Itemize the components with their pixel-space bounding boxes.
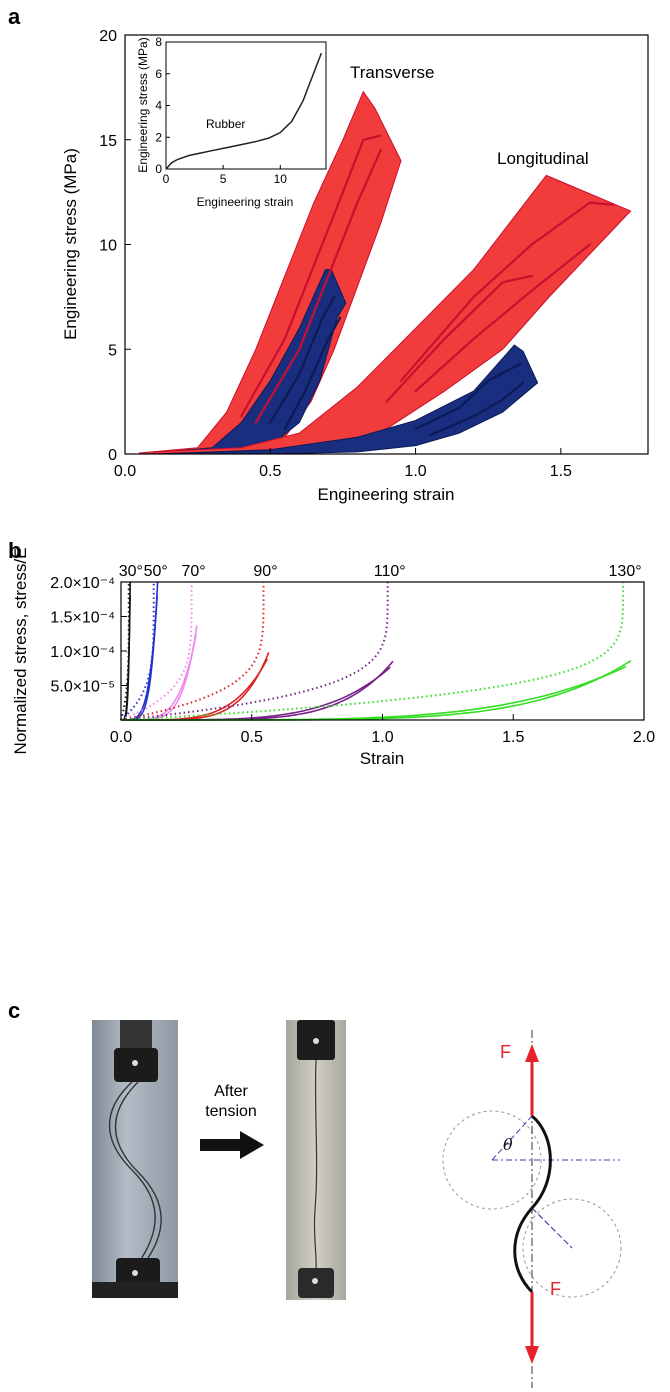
y-tick-label: 0 xyxy=(108,447,117,464)
sample-line-red-6 xyxy=(414,243,591,393)
y-tick-label: 10 xyxy=(99,238,117,255)
series-70°-analytic xyxy=(120,582,193,721)
upper-guide-circle xyxy=(442,1110,542,1210)
series-110°-analytic xyxy=(120,582,389,721)
y-tick-label: 15 xyxy=(99,133,117,150)
y-tick-label: 5 xyxy=(108,342,117,359)
photo-after-tension xyxy=(286,1020,346,1300)
after-tension-line-1: After xyxy=(214,1083,248,1100)
series-70°-measured xyxy=(121,625,198,721)
y-tick-label-b: 2.0×10⁻⁴ xyxy=(50,575,115,592)
panel-label-b: b xyxy=(8,538,22,563)
y-tick-label-b: 5.0×10⁻⁵ xyxy=(51,679,115,696)
y-tick-label: 20 xyxy=(99,28,117,45)
after-tension-label: After tension xyxy=(200,1082,262,1122)
x-tick-label-b: 2.0 xyxy=(633,729,655,746)
inset-x-tick-label: 0 xyxy=(163,172,170,186)
chart-b-canvas: 0.0 0.5 1.0 1.5 2.0 5.0×10⁻⁵ 1.0×10⁻⁴ 1.5×10⁻⁴ 2… xyxy=(11,548,655,768)
x-tick-label: 1.0 xyxy=(404,463,426,480)
transverse-label: Transverse xyxy=(350,63,434,82)
y-tick-label-b: 1.0×10⁻⁴ xyxy=(50,644,115,661)
series-label: 50° xyxy=(144,563,168,580)
inset-chart: 0 5 10 0 2 4 6 8 Rubber Engineering strain Engi… xyxy=(136,35,327,209)
top-force-label: F xyxy=(500,1042,511,1062)
s-curve xyxy=(513,1114,552,1294)
inset-x-title: Engineering strain xyxy=(197,195,294,209)
sample-line-red-5 xyxy=(399,201,615,382)
inset-rubber-line xyxy=(165,52,323,170)
bottom-force-arrowhead xyxy=(525,1346,539,1364)
y-tick-label-b: 1.5×10⁻⁴ xyxy=(50,610,115,627)
series-label: 30° xyxy=(119,563,143,580)
series-label: 130° xyxy=(609,563,642,580)
band-red-2 xyxy=(153,174,632,455)
inset-y-tick-label: 8 xyxy=(155,35,162,49)
panel-label-c: c xyxy=(8,998,21,1023)
x-tick-label: 0.0 xyxy=(114,463,136,480)
x-tick-label-b: 0.5 xyxy=(241,729,263,746)
inset-y-tick-label: 4 xyxy=(155,99,162,113)
inset-rubber-label: Rubber xyxy=(206,117,245,131)
upper-radius-guide xyxy=(491,1115,533,1161)
sample-line-red-4 xyxy=(385,274,533,403)
photo-before-tension xyxy=(92,1020,178,1298)
sample-line-blue-8 xyxy=(429,381,525,437)
sample-line-red-1 xyxy=(254,149,382,424)
sample-line-red-0 xyxy=(240,134,382,418)
series-label: 90° xyxy=(253,563,277,580)
series-130°-measured-2 xyxy=(121,665,627,721)
series-label: 110° xyxy=(374,563,406,580)
inset-y-title: Engineering stress (MPa) xyxy=(136,37,150,172)
top-force-arrowhead xyxy=(525,1044,539,1062)
inset-x-tick-label: 5 xyxy=(220,172,227,186)
inset-y-tick-label: 6 xyxy=(155,67,162,81)
x-axis-title-b: Strain xyxy=(360,749,404,768)
arrow-icon xyxy=(200,1131,264,1159)
band-blue-3 xyxy=(154,344,539,455)
series-label: 70° xyxy=(182,563,206,580)
series-90°-analytic xyxy=(120,582,265,721)
series-30°-analytic xyxy=(120,582,130,721)
angle-theta-label: θ xyxy=(503,1135,513,1154)
sample-line-blue-3 xyxy=(283,316,342,430)
after-tension-line-2: tension xyxy=(205,1103,257,1120)
y-axis-title: Engineering stress (MPa) xyxy=(61,148,80,340)
x-tick-label-b: 1.0 xyxy=(371,729,393,746)
x-tick-label: 0.5 xyxy=(259,463,281,480)
sample-line-blue-7 xyxy=(414,362,522,430)
x-tick-label-b: 0.0 xyxy=(110,729,132,746)
inset-x-tick-label: 10 xyxy=(274,172,288,186)
x-tick-label-b: 1.5 xyxy=(502,729,524,746)
series-130°-analytic xyxy=(120,582,625,721)
inset-frame xyxy=(165,41,327,170)
y-axis-title-b: Normalized stress, stress/E xyxy=(11,548,30,755)
bottom-force-label: F xyxy=(550,1279,561,1299)
panel-label-a: a xyxy=(8,4,21,29)
series-70°-measured-2 xyxy=(121,634,197,721)
inset-y-tick-label: 0 xyxy=(155,162,162,176)
s-curve-diagram: F F θ xyxy=(442,1030,622,1388)
x-axis-title: Engineering strain xyxy=(317,485,454,504)
longitudinal-label: Longitudinal xyxy=(497,149,589,168)
lower-guide-circle xyxy=(522,1198,622,1298)
inset-y-tick-label: 2 xyxy=(155,130,162,144)
lower-radius-guide-2 xyxy=(531,1207,573,1249)
sample-line-blue-2 xyxy=(269,295,336,424)
x-tick-label: 1.5 xyxy=(550,463,572,480)
